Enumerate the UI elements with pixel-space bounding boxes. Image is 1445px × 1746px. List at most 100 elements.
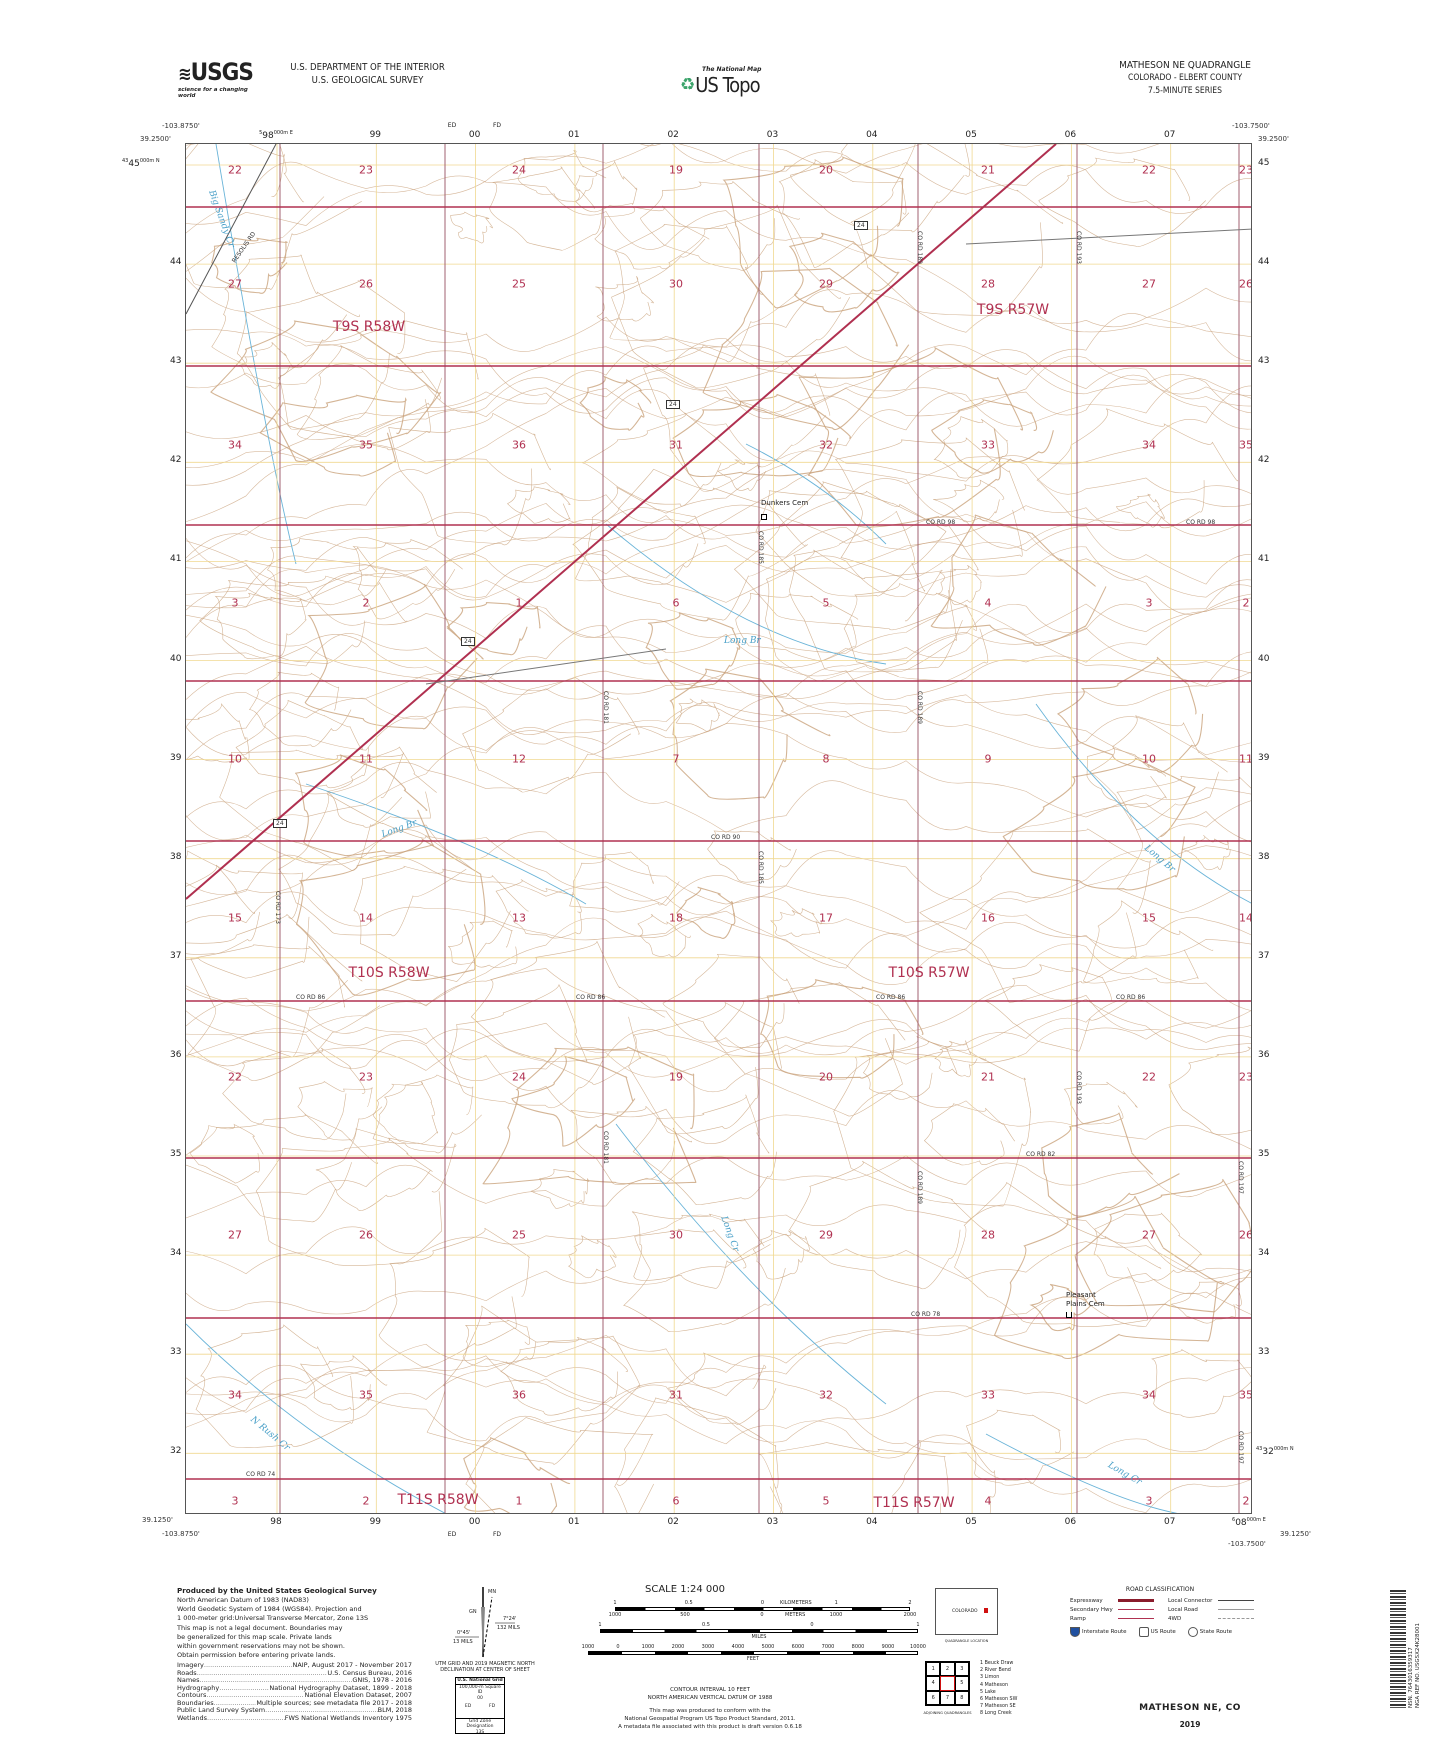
section-number: 17	[819, 911, 833, 925]
usng-square-id: 100,000-m Square ID	[459, 1684, 501, 1696]
section-number: 14	[359, 911, 373, 925]
contour-line	[676, 886, 736, 939]
usng-center: 00	[477, 1695, 483, 1701]
section-number: 30	[669, 1228, 683, 1242]
contour-line	[186, 762, 1251, 843]
resolis-road	[186, 144, 277, 315]
utm-northing-label-right: 43	[1258, 356, 1270, 367]
section-number: 27	[228, 1228, 242, 1242]
road-label-co-rd-98: CO RD 98	[926, 519, 956, 526]
utm-easting-label-top: 03	[766, 130, 779, 140]
contour-line	[186, 910, 1251, 1057]
source-label: Public Land Survey System	[177, 1706, 266, 1714]
utm-northing-label-left: 39	[170, 752, 182, 763]
contour-line	[186, 1364, 1251, 1443]
contour-line	[933, 479, 1005, 523]
contour-line	[643, 344, 831, 492]
utm-easting-label-bottom: 03	[766, 1517, 779, 1527]
adjoining-cell: 1	[926, 1662, 941, 1677]
topographic-map[interactable]: 22 23 24 19 20 21 22 23 27 26 25 30 29 28 27 26 34 35 36 31…	[185, 143, 1252, 1514]
standard-line: A metadata file associated with this pro…	[618, 1724, 802, 1730]
source-value: U.S. Census Bureau, 2016	[327, 1668, 412, 1677]
contour-line	[570, 1106, 692, 1185]
section-number: 12	[512, 752, 526, 766]
route-shield-item: State Route	[1187, 1627, 1232, 1637]
section-number: 25	[512, 277, 526, 291]
contour-line	[450, 211, 493, 244]
utm-northing-label-left: 36	[170, 1049, 182, 1060]
stream	[985, 1433, 1178, 1513]
section-number: 6	[672, 596, 680, 610]
north-arrow-icon	[455, 1587, 515, 1658]
road-label-co-rd-86: CO RD 86	[876, 994, 906, 1001]
township-label: T9S R58W	[332, 319, 406, 335]
road-label-co-rd-74: CO RD 74	[246, 1471, 276, 1478]
road-class-label: Local Road	[1168, 1606, 1198, 1613]
utm-prefix: 43	[1256, 1446, 1263, 1453]
road-label-co-rd-86: CO RD 86	[576, 994, 606, 1001]
road-label-co-rd-185: CO RD 185	[756, 531, 764, 564]
adjoining-name: 3 Limon	[980, 1675, 1000, 1681]
contour-line	[530, 1169, 590, 1209]
contour-line	[764, 549, 963, 682]
contour-line	[426, 1304, 641, 1465]
standard-line: National Geospatial Program US Topo Prod…	[624, 1716, 796, 1722]
usng-right: FD	[489, 1704, 496, 1709]
source-value: National Hydrography Dataset, 1899 - 201…	[269, 1683, 412, 1692]
road-label-co-rd-189: CO RD 189	[915, 1171, 923, 1204]
declination-diagram: MN GN 7°24' 132 MILS 0°45' 13 MILS	[453, 1585, 545, 1660]
section-number: 32	[819, 1388, 833, 1402]
contour-line	[669, 668, 831, 800]
utm-northing-label-left: 38	[170, 851, 182, 862]
contour-line	[315, 1128, 433, 1211]
contour-line	[581, 412, 745, 507]
contour-line	[623, 1228, 786, 1333]
pleasant-plains-cemetery-label: Pleasant Plains Cem	[1066, 1291, 1105, 1308]
contour-line	[186, 608, 1251, 728]
contour-line	[186, 692, 1251, 763]
kilometer-bar-tick: 0	[760, 1600, 765, 1606]
road-label-co-rd-86: CO RD 86	[1116, 994, 1146, 1001]
stream	[186, 1323, 446, 1513]
road-label-co-rd-197: CO RD 197	[1236, 1431, 1244, 1464]
utm-suffix: 000m N	[1273, 1446, 1294, 1453]
contour-line	[186, 998, 1251, 1078]
section-number: 34	[1142, 438, 1156, 452]
contour-line	[186, 645, 1251, 818]
section-number: 34	[1142, 1388, 1156, 1402]
contour-line	[304, 583, 484, 730]
utm-northing-label-left: 35	[170, 1149, 182, 1159]
source-row: Roads...................................…	[177, 1668, 412, 1678]
section-number: 9	[984, 752, 992, 766]
contour-line	[639, 181, 800, 271]
utm-value: 45	[128, 159, 140, 169]
township-label: T10S R58W	[348, 965, 430, 981]
contour-line	[788, 232, 900, 313]
source-row: Public Land Survey System...............…	[177, 1706, 412, 1715]
map-name: MATHESON NE, CO	[1139, 1703, 1241, 1713]
contour-line	[1038, 157, 1207, 247]
contour-line	[574, 160, 638, 213]
datum-line: 1 000-meter grid:Universal Transverse Me…	[177, 1614, 369, 1622]
contour-line	[789, 510, 957, 673]
section-number: 16	[981, 911, 995, 925]
road-label-co-rd-189: CO RD 189	[915, 691, 923, 724]
source-label: Names	[177, 1676, 200, 1684]
barcode-nsn: NSN. 7643016359317	[1408, 1647, 1414, 1708]
township-label: T9S R57W	[976, 302, 1050, 318]
feet-bar-tick: 9000	[881, 1644, 895, 1650]
section-number: 35	[1239, 438, 1252, 452]
contour-line	[707, 830, 797, 883]
meter-tick: 1000	[829, 1612, 843, 1618]
contour-line	[186, 313, 1251, 559]
utm-northing-label-right: 36	[1258, 1049, 1270, 1060]
section-number: 2	[1242, 596, 1250, 610]
section-number: 6	[672, 1494, 680, 1508]
adjoining-name: 2 River Bend	[980, 1668, 1011, 1674]
contour-line	[567, 1235, 617, 1279]
section-number: 35	[359, 1388, 373, 1402]
corner-bl-lat: 39.1250'	[142, 1516, 173, 1524]
township-label: T10S R57W	[888, 965, 970, 981]
section-number: 27	[228, 277, 242, 291]
usng-gzd-label: Grid Zone Designation	[456, 1717, 504, 1730]
